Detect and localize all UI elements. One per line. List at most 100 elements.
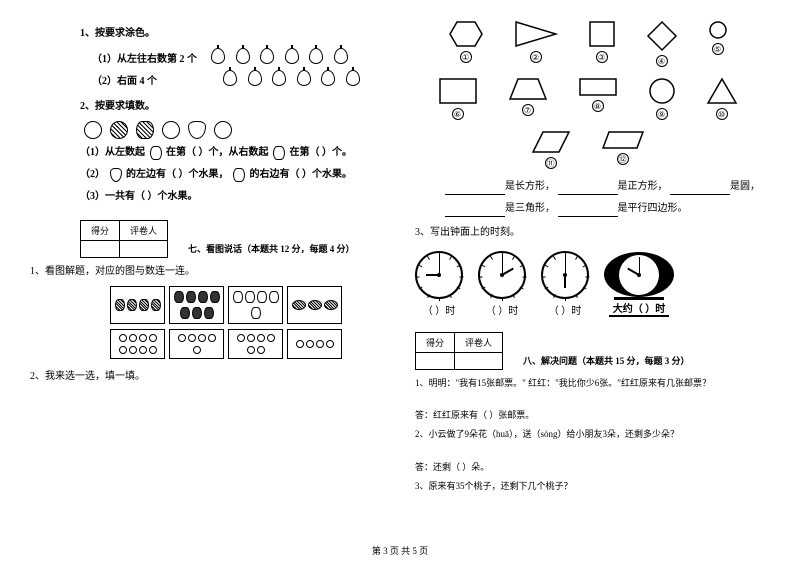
shape-label: ⑤ (712, 43, 724, 55)
dot-icon (119, 346, 127, 354)
picture-cell (169, 286, 224, 324)
score-cell[interactable]: 得分 (81, 221, 120, 241)
shape-label: ② (530, 51, 542, 63)
apple-row-2 (219, 70, 364, 89)
rectangle-icon (438, 77, 478, 105)
clock-tick (418, 265, 422, 268)
blank-parallelogram[interactable] (558, 205, 618, 217)
clock-tick (439, 297, 440, 301)
dot-icon (326, 340, 334, 348)
clock-tick (416, 277, 420, 278)
dot-icon (139, 334, 147, 342)
blank-triangle[interactable] (445, 205, 505, 217)
clock-tick (490, 256, 493, 260)
q2-2a: （2） (80, 169, 105, 180)
dot-icon (267, 334, 275, 342)
dot-icon (247, 346, 255, 354)
grader-cell[interactable]: 评卷人 (120, 221, 168, 241)
s8-a1: 答：红红原来有（ ）张邮票。 (415, 408, 760, 421)
score-blank[interactable] (81, 241, 120, 258)
shape-label: ③ (596, 51, 608, 63)
apple-icon (309, 48, 323, 64)
clock-tick (457, 265, 461, 268)
apple-icon (248, 70, 262, 86)
shape-fill-line2: 是三角形， 是平行四边形。 (445, 201, 760, 217)
score-cell[interactable]: 得分 (416, 333, 455, 353)
clock-tick (520, 265, 524, 268)
clock-tick (542, 277, 546, 278)
mini-fruit-icon (198, 291, 208, 303)
dot-icon (198, 334, 206, 342)
clock-face (415, 251, 463, 299)
apple-icon (272, 70, 286, 86)
blank-rectangle[interactable] (445, 183, 505, 195)
picture-cell (228, 286, 283, 324)
shape-diamond: ④ (646, 20, 678, 67)
clock-center (437, 273, 441, 277)
clock-tick (544, 287, 548, 290)
clock-tick (586, 277, 590, 278)
blank-square[interactable] (558, 183, 618, 195)
apple-icon (297, 70, 311, 86)
clock-item-1: （ ）时 (415, 251, 463, 317)
clock-tick (583, 287, 587, 290)
pineapple-icon (136, 121, 154, 139)
clock-tick (481, 287, 485, 290)
clock-label: （ ）时 (423, 302, 456, 317)
clock-tick (512, 294, 515, 298)
clock-tick (583, 265, 587, 268)
s8-q1: 1、明明："我有15张邮票。" 红红："我比你少6张。"红红原来有几张邮票？ (415, 376, 760, 390)
clock-tick (544, 265, 548, 268)
shapes-grid: ① ② ③ ④ ⑤ ⑥ ⑦ ⑧ (415, 20, 760, 169)
q2-1a: （1）从左数起 (80, 147, 145, 158)
apple-icon (211, 48, 225, 64)
triangle-icon (706, 77, 738, 105)
mini-pineapple-icon (151, 299, 161, 311)
grader-blank[interactable] (120, 241, 168, 258)
mini-melon-icon (292, 300, 306, 310)
q1-line1: （1）从左往右数第 2 个 (92, 50, 197, 65)
clock-label: （ ）时 (486, 302, 519, 317)
shape-rectangle: ⑥ (438, 77, 478, 120)
fill2: 是正方形， (618, 181, 668, 192)
section-8-title: 八、解决问题（本题共 15 分，每题 3 分） (503, 333, 700, 370)
score-blank[interactable] (416, 353, 455, 370)
shape-hexagon: ① (448, 20, 484, 67)
mini-fruit-icon (251, 307, 261, 319)
dot-icon (306, 340, 314, 348)
mini-fruit-icon (204, 307, 214, 319)
q2-line1: （1）从左数起 在第（ ）个，从右数起 在第（ ）个。 (80, 145, 390, 161)
q2-2b: 的左边有（ ）个水果， (126, 169, 229, 180)
mini-pineapple-icon (139, 299, 149, 311)
fruit-icon (214, 121, 232, 139)
dot-icon (188, 334, 196, 342)
dot-cell (110, 329, 165, 359)
oval-clock (604, 252, 674, 297)
apple-icon (321, 70, 335, 86)
blank-circle[interactable] (670, 183, 730, 195)
clock-stand (614, 297, 664, 300)
shape-trapezoid: ⑦ (508, 77, 548, 120)
clock-row: （ ）时 （ ）时 （ ）时 (415, 251, 760, 317)
q3-title: 3、写出钟面上的时刻。 (415, 225, 760, 241)
shape-fill-line1: 是长方形， 是正方形， 是圆， (445, 179, 760, 195)
q2-1b: 在第（ ）个，从右数起 (166, 147, 269, 158)
dot-grid (110, 329, 390, 359)
fill4: 是三角形， (505, 203, 555, 214)
q2-line3: （3）一共有（ ）个水果。 (80, 189, 390, 205)
dot-icon (129, 346, 137, 354)
grader-cell[interactable]: 评卷人 (455, 333, 503, 353)
dot-cell (287, 329, 342, 359)
s7-q1: 1、看图解题，对应的图与数连一连。 (30, 264, 390, 280)
shape-label: ⑪ (545, 157, 557, 169)
clock-item-3: （ ）时 (541, 251, 589, 317)
diamond-icon (646, 20, 678, 52)
clock-tick (523, 277, 527, 278)
fruit-inline-icon (233, 168, 245, 182)
shape-circle: ⑨ (648, 77, 676, 120)
q1-title: 1、按要求涂色。 (80, 26, 390, 42)
grader-blank[interactable] (455, 353, 503, 370)
fill1: 是长方形， (505, 181, 555, 192)
clock-tick (481, 265, 485, 268)
dot-icon (247, 334, 255, 342)
